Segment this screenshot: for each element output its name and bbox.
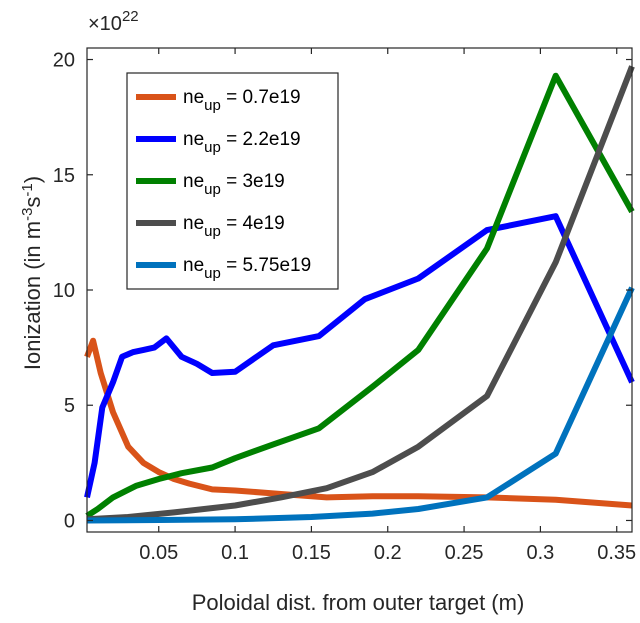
y-tick-label: 10 — [53, 280, 75, 302]
x-tick-label: 0.25 — [445, 542, 484, 564]
y-multiplier-exponent: 22 — [122, 8, 139, 25]
y-tick-label: 0 — [64, 510, 75, 532]
legend-label-1: neup = 2.2e19 — [183, 129, 301, 156]
y-multiplier: ×1022 — [88, 8, 139, 35]
legend-label-2: neup = 3e19 — [183, 171, 285, 198]
y-multiplier-base: ×10 — [88, 13, 122, 35]
series-line-4 — [86, 286, 635, 524]
tick-labels: 0.05 0.1 0.15 0.2 0.25 0.3 0.35 0 5 10 15 20 — [53, 50, 636, 564]
y-axis-title-sup2: -1 — [19, 183, 36, 196]
x-tick-label: 0.1 — [221, 542, 249, 564]
y-axis-title-text: Ionization (in m — [20, 221, 45, 370]
y-tick-label: 15 — [53, 165, 75, 187]
x-axis-title: Poloidal dist. from outer target (m) — [192, 590, 525, 615]
y-axis-title-sup1: -3 — [19, 208, 36, 221]
x-tick-label: 0.05 — [139, 542, 178, 564]
legend-label-4: neup = 5.75e19 — [183, 255, 311, 282]
series-layer — [84, 65, 635, 524]
x-tick-label: 0.3 — [526, 542, 554, 564]
x-tick-label: 0.15 — [292, 542, 331, 564]
legend-label-3: neup = 4e19 — [183, 213, 285, 240]
x-tick-label: 0.2 — [374, 542, 402, 564]
y-tick-label: 20 — [53, 50, 75, 72]
axes — [86, 47, 633, 533]
legend: neup = 0.7e19 neup = 2.2e19 neup = 3e19 neu… — [126, 72, 339, 290]
legend-label-0: neup = 0.7e19 — [183, 87, 301, 114]
series-line-1 — [84, 213, 635, 499]
y-tick-label: 5 — [64, 395, 75, 417]
series-line-0 — [84, 337, 633, 509]
y-axis-title-mid: s — [20, 197, 45, 208]
x-tick-label: 0.35 — [597, 542, 636, 564]
series-line-3 — [86, 65, 635, 523]
y-axis-title: Ionization (in m-3s-1) — [19, 176, 45, 370]
series-line-2 — [85, 72, 635, 519]
y-axis-title-end: ) — [20, 176, 45, 183]
